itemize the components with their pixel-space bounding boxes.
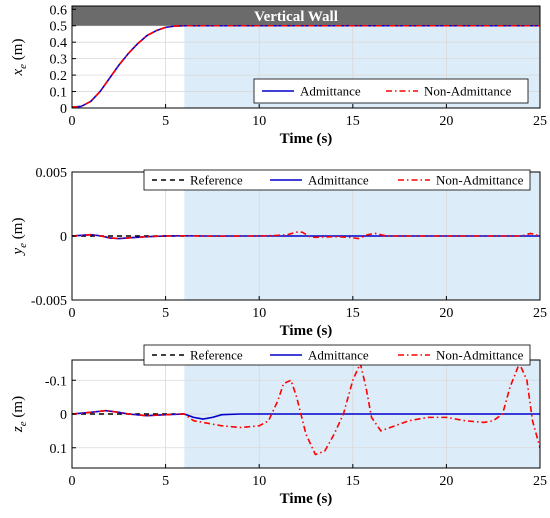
axes-frame (71, 5, 541, 109)
x-tick-label: 15 (346, 306, 360, 321)
x-tick-label: 25 (533, 114, 547, 129)
y-tick-label: -0.005 (31, 294, 67, 309)
x-axis-label: Time (s) (280, 491, 333, 507)
y-axis-label-symbol: z (10, 426, 26, 433)
series-group (72, 24, 540, 108)
panel-z-position: 0 5 10 15 20 25 -0.1 0 0.1 Time (s) ze (m) Referenc… (10, 344, 547, 507)
x-tick-label: 10 (252, 474, 266, 489)
x-tick-label: 10 (252, 114, 266, 129)
series-line-non-admittance (72, 231, 540, 240)
legend-box (143, 169, 531, 191)
x-tick-label: 25 (533, 474, 547, 489)
x-tick-label: 0 (69, 114, 76, 129)
series-group (72, 362, 540, 456)
legend-label: Admittance (308, 173, 369, 188)
wall-label: Vertical Wall (254, 9, 338, 25)
y-axis-label-unit: (m) (10, 218, 26, 243)
legend-label: Non-Admittance (436, 348, 524, 363)
y-tick-label: 0 (60, 102, 67, 117)
wall-band (72, 6, 540, 26)
y-axis-label-subscript: e (17, 64, 29, 69)
series-group (72, 231, 540, 240)
y-axis-label-unit: (m) (10, 396, 26, 421)
x-tick-label: 5 (162, 474, 169, 489)
y-tick-label: 0 (60, 230, 67, 245)
y-axis-label: ye (m) (10, 218, 29, 257)
x-tick-label: 20 (439, 114, 453, 129)
series-line-non-admittance (72, 24, 540, 108)
x-tick-label: 15 (346, 114, 360, 129)
y-tick-label: 0.6 (50, 3, 68, 18)
x-tick-label: 20 (439, 474, 453, 489)
x-tick-label: 5 (162, 114, 169, 129)
y-axis-label-subscript: e (17, 243, 29, 248)
legend: Reference Admittance Non-Admittance (143, 169, 531, 191)
y-tick-label: -0.1 (45, 374, 67, 389)
y-axis-label-symbol: y (10, 247, 26, 256)
x-tick-label: 0 (69, 306, 76, 321)
legend-label: Reference (190, 173, 243, 188)
y-axis-label-unit: (m) (10, 39, 26, 64)
x-tick-label: 5 (162, 306, 169, 321)
y-axis-label-symbol: x (10, 68, 26, 76)
legend: Reference Admittance Non-Admittance (143, 344, 531, 366)
legend-label: Admittance (308, 348, 369, 363)
x-tick-label: 25 (533, 306, 547, 321)
legend-label: Admittance (300, 84, 361, 99)
y-tick-label: 0 (60, 408, 67, 423)
x-axis-label: Time (s) (280, 131, 333, 147)
y-tick-label: 0.005 (36, 166, 68, 181)
series-line-non-admittance (72, 362, 540, 456)
x-tick-label: 10 (252, 306, 266, 321)
y-tick-label: 0.2 (50, 69, 68, 84)
x-tick-label: 15 (346, 474, 360, 489)
x-tick-label: 0 (69, 474, 76, 489)
y-tick-label: 0.3 (50, 53, 68, 68)
y-tick-label: 0.4 (50, 36, 68, 51)
panel-x-position: Vertical Wall 0 5 10 15 20 25 00.1 0.20.3 0.40.5 0… (10, 3, 547, 147)
y-axis-label-subscript: e (17, 421, 29, 426)
y-tick-label: 0.1 (50, 442, 68, 457)
y-tick-label: 0.1 (50, 86, 68, 101)
y-axis-label: xe (m) (10, 39, 29, 77)
legend-label: Reference (190, 348, 243, 363)
legend-box (143, 344, 531, 366)
x-tick-label: 20 (439, 306, 453, 321)
y-tick-label: 0.5 (50, 20, 68, 35)
legend-label: Non-Admittance (424, 84, 512, 99)
y-axis-label: ze (m) (10, 396, 29, 433)
x-axis-label: Time (s) (280, 323, 333, 339)
legend-label: Non-Admittance (436, 173, 524, 188)
legend: Admittance Non-Admittance (253, 78, 529, 104)
